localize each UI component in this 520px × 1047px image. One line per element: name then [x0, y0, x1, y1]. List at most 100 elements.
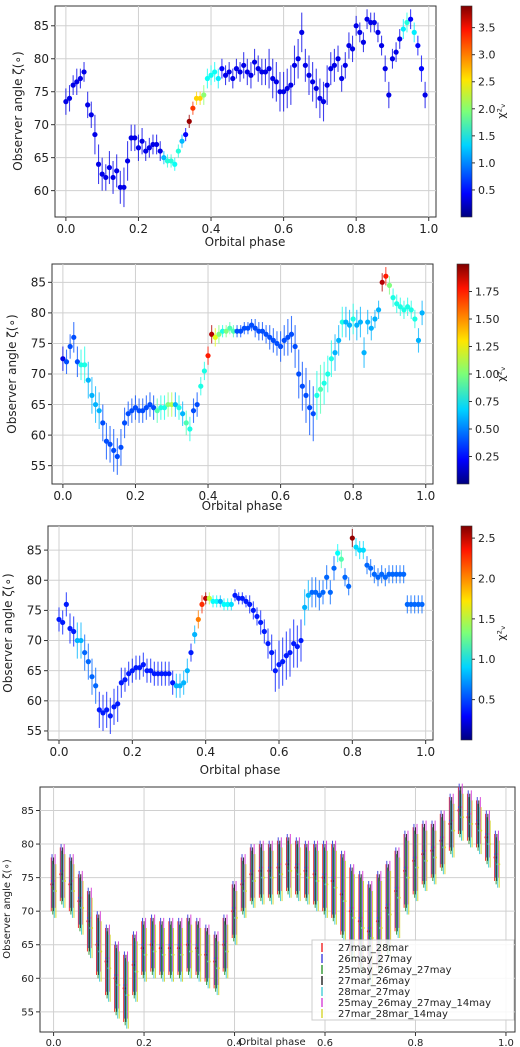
data-point: [92, 401, 99, 408]
data-point: [251, 59, 258, 65]
data-point: [412, 316, 418, 322]
data-point: [107, 441, 113, 447]
data-point: [190, 408, 197, 414]
data-point: [177, 683, 183, 689]
data-point: [332, 350, 338, 356]
data-point: [263, 331, 269, 337]
data-point: [129, 408, 135, 414]
data-point: [226, 950, 229, 953]
data-point: [393, 49, 399, 55]
data-point: [408, 307, 414, 313]
data-point: [306, 72, 312, 78]
data-point: [470, 822, 474, 826]
data-point: [168, 158, 174, 164]
data-point: [408, 16, 414, 22]
data-point: [418, 66, 425, 72]
data-point: [258, 619, 264, 626]
data-point: [71, 628, 77, 635]
data-point: [109, 967, 112, 970]
data-point: [389, 913, 392, 916]
data-point: [480, 829, 483, 832]
data-point: [88, 112, 94, 118]
data-point: [137, 665, 143, 671]
data-point: [118, 983, 121, 987]
data-point: [248, 322, 255, 328]
data-point: [343, 319, 349, 325]
data-point: [209, 331, 215, 337]
data-point: [317, 879, 320, 883]
data-point: [274, 340, 280, 347]
legend-entry: 26may_27may: [338, 954, 412, 965]
data-point: [139, 138, 145, 144]
colorbar-2: [456, 263, 470, 485]
data-point: [54, 889, 57, 893]
data-point: [56, 616, 62, 623]
data-point: [290, 869, 293, 873]
x-tick-label: 1.0: [416, 489, 435, 503]
data-point: [135, 145, 142, 151]
data-point: [353, 916, 356, 919]
data-point: [219, 66, 225, 72]
y-tick-label: 70: [27, 634, 42, 648]
x-tick-label: 0.8: [408, 1038, 424, 1047]
data-point: [342, 62, 348, 68]
data-point: [132, 405, 139, 411]
x-tick-label: 0.2: [136, 1038, 152, 1047]
data-point: [419, 310, 425, 316]
data-point: [230, 75, 236, 82]
data-point: [148, 668, 154, 674]
data-point: [371, 936, 374, 940]
data-point: [265, 640, 271, 647]
data-point: [320, 99, 327, 105]
data-point: [313, 85, 319, 92]
x-tick-label: 0.0: [53, 489, 72, 503]
data-point: [349, 535, 355, 541]
data-point: [103, 438, 110, 444]
data-point: [236, 595, 242, 601]
data-point: [285, 334, 291, 340]
data-point: [335, 886, 338, 889]
data-point: [71, 334, 77, 340]
data-point: [74, 637, 80, 644]
data-point: [288, 331, 295, 337]
plot-area-3: [47, 525, 434, 741]
data-point: [78, 637, 84, 644]
data-point: [350, 316, 356, 322]
data-point: [394, 301, 400, 307]
data-point: [261, 628, 267, 635]
data-point: [74, 79, 80, 85]
y-tick-label: 75: [27, 604, 42, 618]
x-tick-label: 0.2: [129, 222, 148, 236]
x-tick-label: 0.2: [126, 489, 145, 503]
legend-box: [311, 939, 515, 1021]
x-tick-label: 0.6: [274, 222, 293, 236]
colorbar-ticks-3: 0.5 1.0 1.5 2.0 2.5: [472, 532, 496, 707]
data-point: [78, 362, 84, 368]
data-point: [172, 401, 178, 408]
data-point: [222, 72, 229, 78]
data-point: [498, 863, 501, 866]
data-point: [60, 619, 66, 626]
data-point: [163, 953, 166, 956]
data-point: [277, 89, 283, 95]
data-point: [415, 601, 421, 607]
y-tick-label: 70: [21, 907, 34, 918]
colorbar-tick-label: 0.5: [478, 694, 496, 707]
colorbar-label-1: χ²ᵥ: [495, 103, 508, 118]
data-point: [124, 158, 131, 164]
data-point: [342, 574, 348, 580]
panel-3: 0.0 0.2 0.4 0.6 0.8 1.0 55 60 65 70 75 80 85 Orbita…: [1, 525, 508, 777]
data-point: [89, 392, 95, 398]
data-point: [166, 671, 172, 677]
data-point: [292, 343, 298, 350]
panel-4: 0.0 0.2 0.4 0.6 0.8 1.0 55 60 65 70 75 80 85 Orbita…: [2, 783, 516, 1047]
data-point: [162, 671, 168, 677]
data-point: [226, 69, 232, 75]
data-point: [346, 322, 353, 328]
data-point: [232, 592, 238, 598]
data-point: [291, 640, 297, 647]
colorbar-tick-label: 1.5: [478, 613, 496, 626]
data-point: [194, 401, 200, 408]
points-1: [63, 9, 428, 208]
colorbar-tick-label: 2.0: [478, 103, 496, 116]
